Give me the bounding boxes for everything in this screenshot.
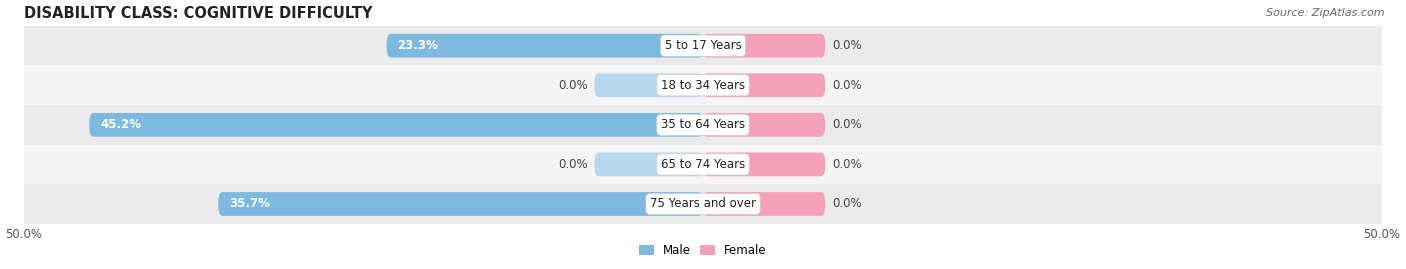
FancyBboxPatch shape (218, 192, 703, 216)
FancyBboxPatch shape (703, 192, 825, 216)
Text: 35.7%: 35.7% (229, 197, 270, 210)
Bar (24, 145, 1382, 184)
Text: 0.0%: 0.0% (832, 197, 862, 210)
FancyBboxPatch shape (703, 113, 825, 137)
Text: 0.0%: 0.0% (832, 79, 862, 92)
Text: 5 to 17 Years: 5 to 17 Years (665, 39, 741, 52)
Text: 35 to 64 Years: 35 to 64 Years (661, 118, 745, 131)
Bar (24, 65, 1382, 105)
FancyBboxPatch shape (703, 73, 825, 97)
FancyBboxPatch shape (387, 34, 703, 58)
Bar (24, 184, 1382, 224)
Text: 0.0%: 0.0% (832, 118, 862, 131)
Text: 0.0%: 0.0% (558, 158, 588, 171)
Text: 65 to 74 Years: 65 to 74 Years (661, 158, 745, 171)
Legend: Male, Female: Male, Female (634, 239, 772, 261)
Text: 23.3%: 23.3% (398, 39, 439, 52)
FancyBboxPatch shape (595, 73, 703, 97)
Text: 0.0%: 0.0% (558, 79, 588, 92)
Text: DISABILITY CLASS: COGNITIVE DIFFICULTY: DISABILITY CLASS: COGNITIVE DIFFICULTY (24, 6, 373, 20)
Text: 18 to 34 Years: 18 to 34 Years (661, 79, 745, 92)
Text: 75 Years and over: 75 Years and over (650, 197, 756, 210)
FancyBboxPatch shape (595, 153, 703, 176)
Text: 0.0%: 0.0% (832, 39, 862, 52)
FancyBboxPatch shape (703, 34, 825, 58)
Bar (24, 26, 1382, 65)
Text: 0.0%: 0.0% (832, 158, 862, 171)
FancyBboxPatch shape (89, 113, 703, 137)
Text: Source: ZipAtlas.com: Source: ZipAtlas.com (1267, 8, 1385, 18)
Bar (24, 105, 1382, 145)
Text: 45.2%: 45.2% (100, 118, 141, 131)
FancyBboxPatch shape (703, 153, 825, 176)
